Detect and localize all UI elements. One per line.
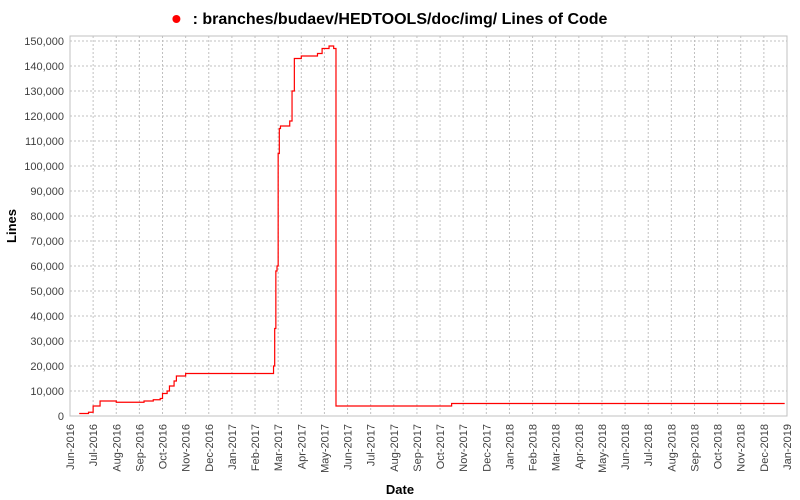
xtick-label: Jan-2019 xyxy=(782,424,794,470)
xtick-label: Nov-2018 xyxy=(736,424,748,472)
ytick-label: 0 xyxy=(58,411,64,423)
ytick-label: 80,000 xyxy=(30,211,64,223)
xtick-label: Jun-2017 xyxy=(343,424,355,470)
ytick-label: 90,000 xyxy=(30,186,64,198)
xtick-label: Oct-2016 xyxy=(158,424,170,469)
xtick-label: Mar-2017 xyxy=(273,424,285,471)
xtick-label: Aug-2016 xyxy=(111,424,123,472)
ytick-label: 120,000 xyxy=(24,111,64,123)
xtick-label: Apr-2017 xyxy=(296,424,308,469)
xtick-label: Feb-2017 xyxy=(250,424,262,471)
plot-area xyxy=(70,36,787,416)
xtick-label: Jun-2018 xyxy=(620,424,632,470)
ytick-label: 130,000 xyxy=(24,86,64,98)
xtick-label: Jul-2018 xyxy=(643,424,655,466)
ytick-label: 100,000 xyxy=(24,161,64,173)
xtick-label: Apr-2018 xyxy=(574,424,586,469)
xtick-label: Jan-2018 xyxy=(504,424,516,470)
ytick-label: 10,000 xyxy=(30,386,64,398)
xtick-label: Jul-2017 xyxy=(366,424,378,466)
xtick-label: Feb-2018 xyxy=(528,424,540,471)
ytick-label: 60,000 xyxy=(30,261,64,273)
ytick-label: 50,000 xyxy=(30,286,64,298)
xtick-label: Oct-2017 xyxy=(435,424,447,469)
xtick-label: Sep-2018 xyxy=(689,424,701,472)
xtick-label: Oct-2018 xyxy=(713,424,725,469)
chart-title: : branches/budaev/HEDTOOLS/doc/img/ Line… xyxy=(193,11,608,28)
ytick-label: 110,000 xyxy=(25,136,64,148)
xtick-label: Dec-2017 xyxy=(481,424,493,472)
xtick-label: Aug-2017 xyxy=(389,424,401,472)
xtick-label: May-2018 xyxy=(597,424,609,473)
xtick-label: Sep-2016 xyxy=(134,424,146,472)
ytick-label: 140,000 xyxy=(24,61,64,73)
xtick-label: Aug-2018 xyxy=(666,424,678,472)
chart-title-group: : branches/budaev/HEDTOOLS/doc/img/ Line… xyxy=(172,11,607,28)
ytick-label: 20,000 xyxy=(30,361,64,373)
y-axis-label: Lines xyxy=(4,209,19,243)
xtick-label: Nov-2017 xyxy=(458,424,470,472)
chart-svg: 0 10,000 20,000 30,000 40,000 50,000 60,000 70,… xyxy=(0,0,800,500)
xtick-label: Dec-2016 xyxy=(204,424,216,472)
ytick-label: 150,000 xyxy=(24,36,64,48)
xtick-label: Mar-2018 xyxy=(551,424,563,471)
xtick-label: May-2017 xyxy=(319,424,331,473)
x-axis-label: Date xyxy=(386,482,414,497)
loc-chart: 0 10,000 20,000 30,000 40,000 50,000 60,000 70,… xyxy=(0,0,800,500)
xtick-label: Jul-2016 xyxy=(88,424,100,466)
xtick-label: Nov-2016 xyxy=(181,424,193,472)
ytick-label: 40,000 xyxy=(30,311,64,323)
xtick-label: Dec-2018 xyxy=(759,424,771,472)
xtick-label: Jan-2017 xyxy=(227,424,239,470)
ytick-label: 70,000 xyxy=(30,236,64,248)
xtick-label: Jun-2016 xyxy=(65,424,77,470)
xtick-label: Sep-2017 xyxy=(412,424,424,472)
legend-dot xyxy=(172,15,180,23)
ytick-label: 30,000 xyxy=(30,336,64,348)
